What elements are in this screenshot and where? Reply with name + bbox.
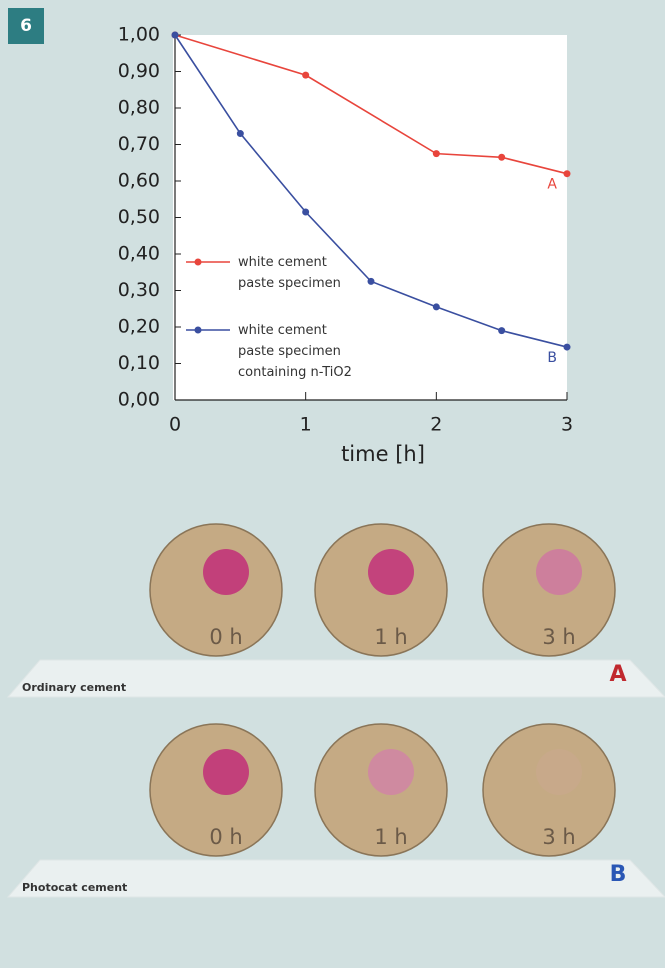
y-tick-label: 0,00 bbox=[118, 389, 160, 411]
data-point bbox=[172, 32, 179, 39]
x-tick-label: 0 bbox=[169, 414, 181, 436]
y-tick-label: 0,10 bbox=[118, 352, 160, 374]
legend-swatch bbox=[195, 327, 202, 334]
stain bbox=[368, 549, 414, 595]
legend-swatch bbox=[195, 259, 202, 266]
end-label: A bbox=[547, 177, 557, 193]
y-tick-label: 0,40 bbox=[118, 243, 160, 265]
sample-label: 1 h bbox=[374, 825, 407, 849]
panel-label: Photocat cement bbox=[22, 881, 127, 894]
data-point bbox=[368, 278, 375, 285]
stain bbox=[368, 749, 414, 795]
data-point bbox=[564, 344, 571, 351]
panel-letter: B bbox=[610, 862, 627, 887]
data-point bbox=[433, 303, 440, 310]
panel-label: Ordinary cement bbox=[22, 681, 126, 694]
y-tick-label: 1,00 bbox=[118, 24, 160, 46]
sample-label: 3 h bbox=[542, 825, 575, 849]
data-point bbox=[498, 327, 505, 334]
y-tick-label: 0,60 bbox=[118, 170, 160, 192]
figure-number: 6 bbox=[8, 8, 44, 44]
figure: 0,00 0,10 0,20 0,30 0,40 0,50 0,60 0,70 0,80 0,90… bbox=[0, 0, 665, 968]
data-point bbox=[302, 209, 309, 216]
stain bbox=[536, 749, 582, 795]
legend-label: white cement paste specimen containing n… bbox=[238, 320, 353, 383]
x-axis-label: time [h] bbox=[341, 442, 425, 466]
data-point bbox=[498, 154, 505, 161]
data-point bbox=[237, 130, 244, 137]
panel-letter: A bbox=[609, 662, 626, 687]
stain bbox=[203, 749, 249, 795]
page: 0,00 0,10 0,20 0,30 0,40 0,50 0,60 0,70 0,80 0,90… bbox=[0, 0, 665, 968]
data-point bbox=[433, 150, 440, 157]
sample-label: 0 h bbox=[209, 825, 242, 849]
y-tick-label: 0,50 bbox=[118, 206, 160, 228]
y-tick-label: 0,30 bbox=[118, 279, 160, 301]
x-tick-label: 1 bbox=[300, 414, 312, 436]
stain bbox=[536, 549, 582, 595]
sample-label: 3 h bbox=[542, 625, 575, 649]
y-tick-label: 0,80 bbox=[118, 97, 160, 119]
data-point bbox=[564, 170, 571, 177]
sample-label: 0 h bbox=[209, 625, 242, 649]
y-tick-label: 0,90 bbox=[118, 60, 160, 82]
end-label: B bbox=[547, 350, 557, 366]
y-tick-label: 0,20 bbox=[118, 316, 160, 338]
legend-label: white cement paste specimen bbox=[238, 252, 358, 294]
plot-area bbox=[173, 35, 567, 400]
data-point bbox=[302, 72, 309, 79]
x-tick-label: 2 bbox=[430, 414, 442, 436]
stain bbox=[203, 549, 249, 595]
x-tick-label: 3 bbox=[561, 414, 573, 436]
y-tick-label: 0,70 bbox=[118, 133, 160, 155]
sample-label: 1 h bbox=[374, 625, 407, 649]
